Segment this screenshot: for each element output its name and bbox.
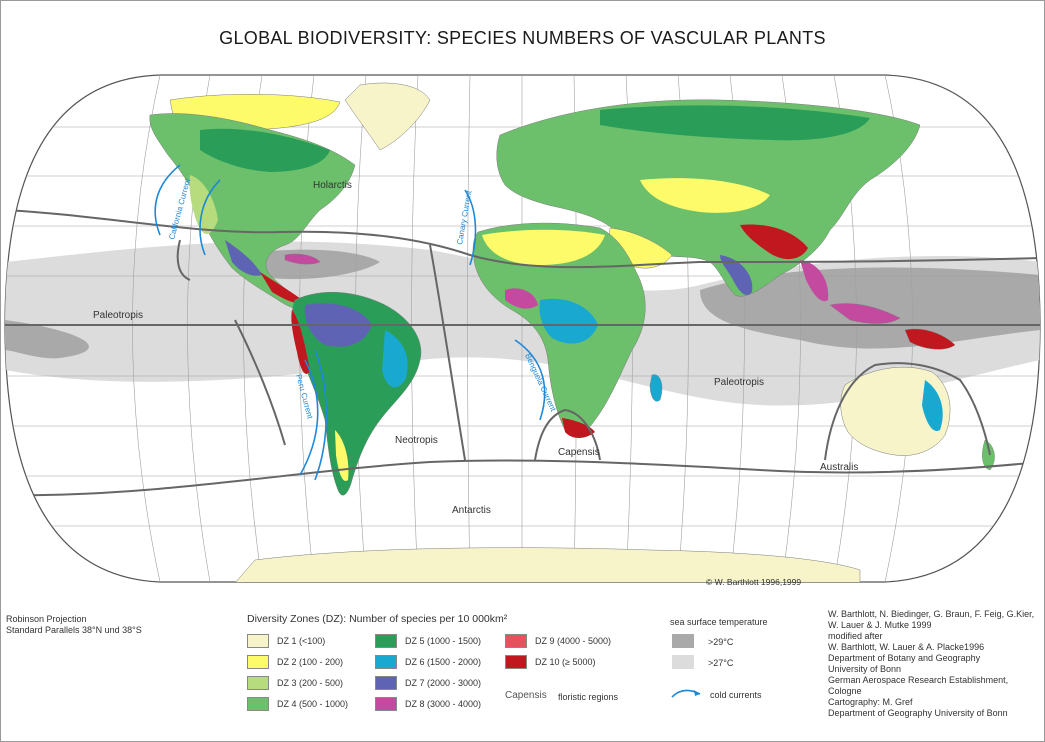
- land-south-asia: [720, 255, 753, 295]
- credit-line: modified after: [828, 631, 883, 641]
- land-new-guinea: [904, 328, 956, 350]
- land-africa-congo: [539, 298, 598, 344]
- region-neotropis: Neotropis: [395, 435, 438, 446]
- legend-title: Diversity Zones (DZ): Number of species …: [247, 613, 508, 625]
- region-australis: Australis: [820, 462, 858, 473]
- swatch-dz3: [247, 676, 269, 690]
- land-sahara: [482, 229, 605, 265]
- land-se-asia: [800, 260, 829, 302]
- credit-line: W. Barthlott, W. Lauer & A. Placke1996: [828, 642, 985, 652]
- region-antarctis: Antarctis: [452, 505, 491, 516]
- land-greenland: [344, 82, 431, 151]
- projection-info: Robinson Projection Standard Parallels 3…: [6, 614, 142, 636]
- region-paleotropis-west: Paleotropis: [93, 310, 143, 321]
- region-paleotropis-east: Paleotropis: [714, 377, 764, 388]
- cold-currents-label: cold currents: [710, 690, 762, 700]
- credit-line: University of Bonn: [828, 664, 902, 674]
- label-dz4: DZ 4 (500 - 1000): [277, 699, 349, 709]
- label-dz5: DZ 5 (1000 - 1500): [405, 636, 482, 646]
- land-indonesia: [829, 303, 901, 324]
- label-dz8: DZ 8 (3000 - 4000): [405, 699, 482, 709]
- label-sst-29: >29°C: [708, 637, 734, 647]
- swatch-dz10: [505, 655, 527, 669]
- floristic-example: Capensis: [505, 690, 547, 701]
- swatch-dz7: [375, 676, 397, 690]
- credit-line: Department of Botany and Geography: [828, 653, 981, 663]
- swatch-dz1: [247, 634, 269, 648]
- projection-parallels: Standard Parallels 38°N und 38°S: [6, 625, 142, 635]
- land-central-america: [260, 272, 305, 304]
- credit-line: German Aerospace Research Establishment,…: [828, 675, 1009, 696]
- land-na-boreal: [200, 128, 330, 172]
- projection-name: Robinson Projection: [6, 614, 87, 624]
- sst-band-29: [5, 320, 90, 359]
- swatch-dz2: [247, 655, 269, 669]
- label-dz2: DZ 2 (100 - 200): [277, 657, 344, 667]
- floristic-label: floristic regions: [558, 692, 619, 702]
- land-africa-west: [505, 288, 538, 309]
- land-caribbean: [284, 253, 321, 265]
- swatch-sst-29: [672, 634, 694, 648]
- land-siberia: [600, 105, 870, 141]
- swatch-dz9: [505, 634, 527, 648]
- swatch-dz6: [375, 655, 397, 669]
- label-dz1: DZ 1 (<100): [277, 636, 326, 646]
- label-sst-27: >27°C: [708, 658, 734, 668]
- world-map: Holarctis Paleotropis Paleotropis Neotro…: [4, 74, 1041, 587]
- label-dz3: DZ 3 (200 - 500): [277, 678, 344, 688]
- region-capensis: Capensis: [558, 447, 600, 458]
- map-title: GLOBAL BIODIVERSITY: SPECIES NUMBERS OF …: [219, 28, 826, 48]
- label-dz9: DZ 9 (4000 - 5000): [535, 636, 612, 646]
- land-sa-south: [335, 430, 349, 481]
- swatch-dz8: [375, 697, 397, 711]
- label-dz6: DZ 6 (1500 - 2000): [405, 657, 482, 667]
- swatch-sst-27: [672, 655, 694, 669]
- land-australia-east: [922, 380, 943, 431]
- land-antarctica: [219, 547, 861, 582]
- land-na-mexico: [225, 240, 262, 276]
- credits: W. Barthlott, N. Biedinger, G. Braun, F.…: [828, 609, 1042, 719]
- label-dz7: DZ 7 (2000 - 3000): [405, 678, 482, 688]
- credit-line: W. Barthlott, N. Biedinger, G. Braun, F.…: [828, 609, 1035, 619]
- land-sa-east: [382, 330, 408, 388]
- land-central-asia-dry: [640, 178, 770, 213]
- land-madagascar: [649, 374, 663, 402]
- credit-line: Department of Geography University of Bo…: [828, 708, 1008, 718]
- floristic-boundaries: [5, 209, 1040, 497]
- land-cape: [562, 418, 595, 438]
- cold-currents: [154, 164, 546, 481]
- cold-current-arrow-icon: [671, 689, 701, 698]
- region-holarctis: Holarctis: [313, 180, 352, 191]
- credit-line: W. Lauer & J. Mutke 1999: [828, 620, 932, 630]
- copyright: © W. Barthlott 1996,1999: [706, 577, 801, 587]
- land-new-zealand: [982, 439, 995, 471]
- label-dz10: DZ 10 (≥ 5000): [535, 657, 596, 667]
- sst-title: sea surface temperature: [670, 617, 768, 627]
- land-himalaya: [740, 224, 808, 260]
- swatch-dz4: [247, 697, 269, 711]
- swatch-dz5: [375, 634, 397, 648]
- credit-line: Cartography: M. Gref: [828, 697, 913, 707]
- land-australia: [840, 366, 951, 456]
